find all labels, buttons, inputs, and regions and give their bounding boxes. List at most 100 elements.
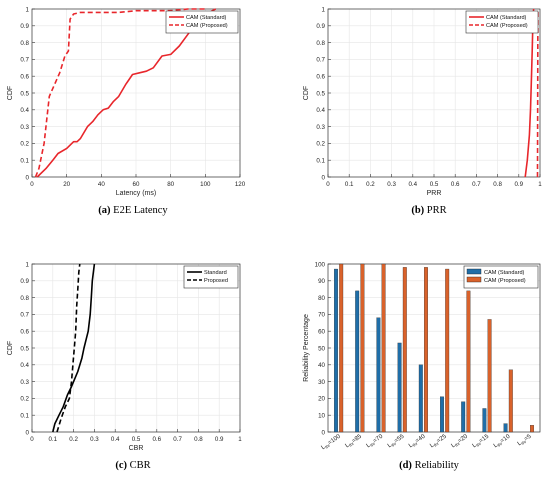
- latency-xtick-label: 60: [133, 181, 140, 188]
- latency-ytick-label: 0.3: [20, 124, 29, 131]
- prr-ytick-label: 0.5: [316, 90, 325, 97]
- reliability-bar-proposed: [381, 263, 386, 433]
- prr-xaxis-label: PRR: [427, 190, 442, 197]
- reliability-legend-box: [463, 265, 539, 289]
- cbr-legend-entry: Proposed: [204, 278, 228, 284]
- reliability-bar-proposed: [424, 267, 428, 433]
- prr-xtick-label: 0.9: [514, 181, 523, 188]
- prr-xtick-label: 0.3: [387, 181, 396, 188]
- cbr-xtick-label: 0.8: [194, 436, 203, 443]
- reliability-bar-standard: [461, 401, 466, 433]
- cbr-plot-frame: [31, 263, 241, 433]
- prr-ytick-label: 0.1: [316, 158, 325, 165]
- latency-ytick-label: 0.6: [20, 74, 29, 81]
- reliability-ytick-label: 30: [318, 379, 325, 386]
- prr-ytick-label: 0.7: [316, 57, 325, 64]
- cbr-xtick-label: 0.4: [111, 436, 120, 443]
- prr-xtick-label: 0.8: [493, 181, 502, 188]
- reliability-xtick-label: Lthr=20: [450, 433, 469, 449]
- prr-xtick-label: 0.4: [408, 181, 417, 188]
- reliability-xtick-label-main: L: [387, 442, 394, 449]
- reliability-ytick-label: 70: [318, 312, 325, 319]
- reliability-ytick-label: 80: [318, 295, 325, 302]
- prr-chart: 0 0.1 0.2 0.3 0.4 0.5 0.6 0.7 0.8 0.9 1 0 0.1 0.2 0.3 0…: [303, 6, 542, 197]
- reliability-yaxis-label: Reliability Percentage: [303, 314, 310, 382]
- caption-cbr: (c) CBR: [33, 460, 233, 471]
- prr-legend-entry: CAM (Proposed): [486, 23, 528, 29]
- reliability-ytick-label: 50: [318, 345, 325, 352]
- reliability-bar-proposed: [466, 290, 471, 433]
- prr-ytick-label: 0.6: [316, 74, 325, 81]
- cbr-legend-entry: Standard: [204, 270, 227, 276]
- cbr-xtick-label: 0.1: [48, 436, 57, 443]
- latency-ytick-label: 0.9: [20, 23, 29, 30]
- reliability-xtick-label-value: =25: [436, 433, 448, 444]
- prr-xtick-label: 0.5: [430, 181, 439, 188]
- reliability-xtick-label-main: L: [320, 444, 327, 451]
- reliability-xtick-label-sub: thr: [348, 440, 355, 447]
- caption-latency-label: (a): [98, 205, 111, 216]
- cbr-chart: 0 0.1 0.2 0.3 0.4 0.5 0.6 0.7 0.8 0.9 1 0 0.1 0.2 0.3 0…: [7, 261, 242, 452]
- prr-xtick-label: 0.7: [472, 181, 481, 188]
- prr-legend-entry: CAM (Standard): [486, 15, 527, 21]
- reliability-legend-swatch: [466, 268, 482, 275]
- cbr-ytick-label: 0.6: [20, 329, 29, 336]
- prr-yaxis-label: CDF: [303, 86, 310, 100]
- prr-ytick-label: 0.2: [316, 141, 325, 148]
- reliability-xtick-label-sub: thr: [475, 440, 482, 447]
- reliability-xtick-label-value: =5: [523, 433, 533, 442]
- latency-xaxis-label: Latency (ms): [116, 190, 156, 197]
- cbr-ytick-label: 0.5: [20, 345, 29, 352]
- reliability-bar-standard: [397, 342, 402, 433]
- latency-xtick-label: 120: [235, 181, 246, 188]
- prr-ytick-label: 0.4: [316, 107, 325, 114]
- latency-ytick-label: 1: [26, 6, 30, 13]
- reliability-ytick-label: 40: [318, 362, 325, 369]
- reliability-xtick-label-main: L: [493, 442, 500, 449]
- reliability-ytick-label: 0: [322, 429, 326, 436]
- cbr-xaxis-label: CBR: [129, 445, 144, 452]
- cbr-xtick-label: 0.3: [90, 436, 99, 443]
- reliability-ytick-label: 10: [318, 413, 325, 420]
- caption-prr: (b) PRR: [329, 205, 529, 216]
- caption-reliability-label: (d): [399, 460, 412, 471]
- latency-ytick-label: 0.8: [20, 40, 29, 47]
- reliability-xtick-label-value: =85: [351, 433, 363, 444]
- reliability-xtick-label-sub: thr: [496, 440, 503, 447]
- latency-series-proposed-line: [34, 8, 206, 178]
- reliability-legend-entry: CAM (Standard): [484, 270, 525, 276]
- latency-ytick-label: 0.4: [20, 107, 29, 114]
- reliability-xtick-label-value: =15: [478, 433, 490, 444]
- caption-latency: (a) E2E Latency: [33, 205, 233, 216]
- cbr-xtick-label: 0.2: [69, 436, 78, 443]
- caption-prr-text: PRR: [426, 205, 447, 216]
- latency-ytick-label: 0.2: [20, 141, 29, 148]
- reliability-xtick-label-sub: thr: [369, 440, 376, 447]
- reliability-xtick-label-value: =55: [394, 433, 406, 444]
- reliability-bar-proposed: [508, 369, 513, 433]
- reliability-xtick-label: Lthr=70: [366, 433, 385, 449]
- reliability-xtick-label-value: =100: [327, 433, 342, 446]
- latency-series-standard-line: [36, 8, 217, 178]
- cbr-xtick-label: 0.5: [132, 436, 141, 443]
- reliability-bar-standard: [334, 268, 338, 433]
- reliability-bar-standard: [503, 423, 508, 433]
- cbr-ytick-label: 1: [26, 261, 30, 268]
- caption-latency-text: E2E Latency: [113, 205, 168, 216]
- reliability-legend-entry: CAM (Proposed): [484, 278, 526, 284]
- reliability-xtick-label-value: =70: [372, 433, 384, 444]
- reliability-xtick-label-value: =10: [500, 433, 512, 444]
- reliability-xtick-label-main: L: [408, 442, 415, 449]
- latency-xtick-label: 40: [98, 181, 105, 188]
- cbr-ytick-label: 0.2: [20, 396, 29, 403]
- latency-ytick-label: 0.5: [20, 90, 29, 97]
- reliability-xtick-label: Lthr=40: [408, 433, 427, 449]
- latency-xtick-label: 80: [167, 181, 174, 188]
- reliability-xtick-label-main: L: [517, 440, 524, 447]
- reliability-ytick-label: 20: [318, 396, 325, 403]
- latency-legend-entry: CAM (Proposed): [186, 23, 228, 29]
- reliability-bar-standard: [418, 364, 423, 433]
- reliability-ytick-label: 90: [318, 278, 325, 285]
- reliability-bar-proposed: [339, 263, 344, 433]
- cbr-ytick-label: 0.1: [20, 413, 29, 420]
